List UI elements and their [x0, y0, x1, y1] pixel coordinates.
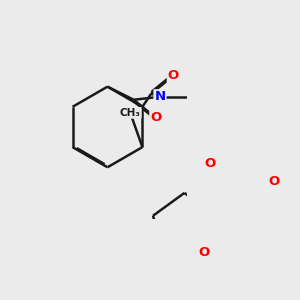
- Text: O: O: [168, 69, 179, 82]
- Text: N: N: [154, 90, 166, 103]
- Text: O: O: [204, 157, 215, 170]
- Text: O: O: [150, 111, 161, 124]
- Text: O: O: [268, 175, 280, 188]
- Text: O: O: [198, 246, 209, 259]
- Text: CH₃: CH₃: [120, 108, 141, 118]
